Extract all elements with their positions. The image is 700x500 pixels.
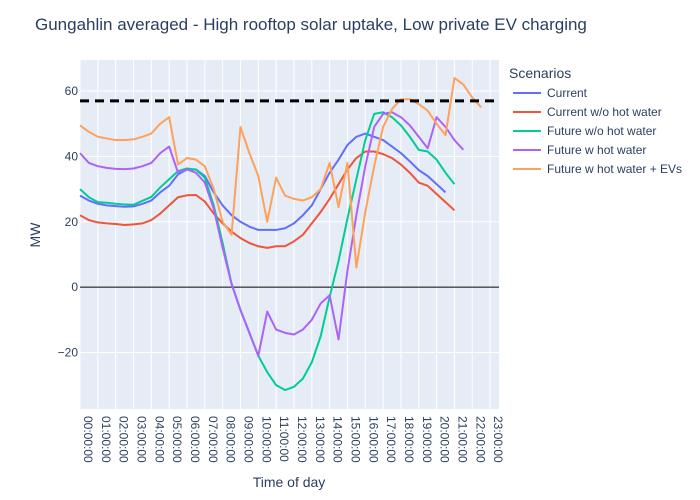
chart-title: Gungahlin averaged - High rooftop solar … [35, 15, 587, 34]
x-tick-label: 19:00:00 [420, 416, 434, 463]
y-tick-label: 60 [65, 84, 79, 98]
series-line-3 [79, 111, 465, 357]
legend-label: Future w/o hot water [547, 124, 656, 138]
grid-lines [79, 60, 499, 409]
x-tick-label: 23:00:00 [491, 416, 505, 463]
x-tick-label: 07:00:00 [206, 416, 220, 463]
y-tick-label: 40 [65, 149, 79, 163]
legend-item[interactable]: Future w hot water [513, 143, 646, 157]
x-tick-label: 04:00:00 [152, 416, 166, 463]
y-axis-ticks: −20 0 20 40 60 [58, 84, 79, 359]
series-line-0 [79, 132, 447, 231]
x-tick-label: 14:00:00 [331, 416, 345, 463]
x-tick-label: 12:00:00 [295, 416, 309, 463]
legend: Scenarios Current Current w/o hot water Fu… [509, 65, 682, 176]
series-line-2 [79, 111, 456, 392]
y-tick-label: 0 [71, 280, 78, 294]
series-line-1 [79, 150, 456, 249]
x-tick-label: 08:00:00 [224, 416, 238, 463]
legend-item[interactable]: Future w hot water + EVs [513, 162, 682, 176]
x-axis-label: Time of day [253, 474, 326, 490]
x-tick-label: 11:00:00 [277, 416, 291, 462]
legend-title: Scenarios [509, 65, 571, 81]
legend-label: Future w hot water [547, 143, 646, 157]
x-tick-label: 09:00:00 [241, 416, 255, 463]
y-tick-label: −20 [58, 345, 79, 359]
legend-item[interactable]: Current [513, 86, 588, 100]
y-tick-label: 20 [65, 215, 79, 229]
x-tick-label: 10:00:00 [259, 416, 273, 463]
x-tick-label: 06:00:00 [188, 416, 202, 463]
legend-item[interactable]: Current w/o hot water [513, 105, 662, 119]
y-axis-label: MW [27, 222, 43, 248]
x-tick-label: 05:00:00 [170, 416, 184, 463]
x-tick-label: 18:00:00 [402, 416, 416, 463]
x-tick-label: 21:00:00 [455, 416, 469, 463]
x-tick-label: 17:00:00 [384, 416, 398, 463]
legend-item[interactable]: Future w/o hot water [513, 124, 656, 138]
x-tick-label: 15:00:00 [348, 416, 362, 463]
x-tick-label: 22:00:00 [473, 416, 487, 463]
legend-label: Current w/o hot water [547, 105, 662, 119]
legend-label: Future w hot water + EVs [547, 162, 682, 176]
x-axis-ticks: 00:00:00 01:00:00 02:00:00 03:00:00 04:00:00… [81, 416, 505, 463]
x-tick-label: 13:00:00 [313, 416, 327, 463]
x-tick-label: 00:00:00 [81, 416, 95, 463]
x-tick-label: 01:00:00 [99, 416, 113, 463]
x-tick-label: 03:00:00 [134, 416, 148, 463]
x-tick-label: 02:00:00 [117, 416, 131, 463]
plot-area [80, 60, 499, 409]
legend-label: Current [547, 86, 588, 100]
x-tick-label: 16:00:00 [366, 416, 380, 463]
series-lines [79, 76, 499, 392]
x-tick-label: 20:00:00 [438, 416, 452, 463]
